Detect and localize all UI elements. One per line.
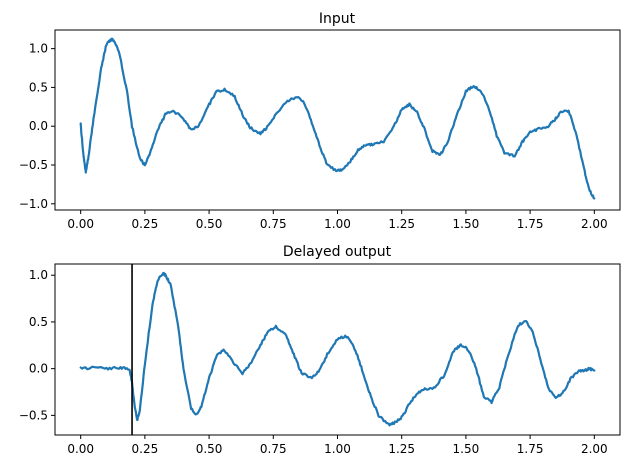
input-y-tick-label: 0.0 [29,119,48,133]
delayed-output-ticks: 0.00 0.25 0.50 0.75 1.00 1.25 1.50 1.75 2.00 1.0 0… [19,268,608,456]
input-x-tick-label: 0.50 [196,217,223,231]
delayed-output-x-tick-label: 0.25 [132,442,159,456]
delayed-output-x-tick-label: 1.00 [324,442,351,456]
input-title: Input [319,11,356,27]
delayed-output-y-tick-label: 0.5 [29,315,48,329]
delayed-output-x-tick-label: 0.00 [67,442,94,456]
delayed-output-marks [79,264,596,435]
input-x-tick-label: 0.25 [132,217,159,231]
input-marks [79,37,596,200]
input-x-tick-label: 1.25 [388,217,415,231]
input-x-tick-label: 1.00 [324,217,351,231]
input-y-tick-label: 0.5 [29,80,48,94]
input-ticks: 0.00 0.25 0.50 0.75 1.00 1.25 1.50 1.75 2.00 1.0 0… [19,42,608,231]
input-series-line [79,37,596,200]
input-subplot: Input 0.00 0.25 0.50 0.75 1.00 1.25 1.50 1.75 2.… [19,11,621,231]
input-y-tick-label: 1.0 [29,42,48,56]
input-y-tick-label: −1.0 [19,197,48,211]
input-x-tick-label: 0.00 [67,217,94,231]
input-x-tick-label: 2.00 [581,217,608,231]
input-axes-frame [54,29,621,211]
input-x-tick-label: 1.75 [517,217,544,231]
delayed-output-title: Delayed output [283,244,392,260]
delayed-output-y-tick-label: −0.5 [19,408,48,422]
delayed-output-x-tick-label: 0.50 [196,442,223,456]
delayed-output-x-tick-label: 1.25 [388,442,415,456]
delayed-output-series-line [79,271,596,427]
delayed-output-axes-frame [54,263,621,436]
delayed-output-x-tick-label: 1.50 [453,442,480,456]
delayed-output-x-tick-label: 1.75 [517,442,544,456]
delayed-output-subplot: Delayed output 0.00 0.25 0.50 0.75 1.00 1.25 1… [19,244,621,456]
delayed-output-x-tick-label: 0.75 [260,442,287,456]
delayed-output-y-tick-label: 0.0 [29,362,48,376]
input-y-tick-label: −0.5 [19,158,48,172]
delayed-output-y-tick-label: 1.0 [29,268,48,282]
input-x-tick-label: 1.50 [453,217,480,231]
input-x-tick-label: 0.75 [260,217,287,231]
delayed-output-x-tick-label: 2.00 [581,442,608,456]
